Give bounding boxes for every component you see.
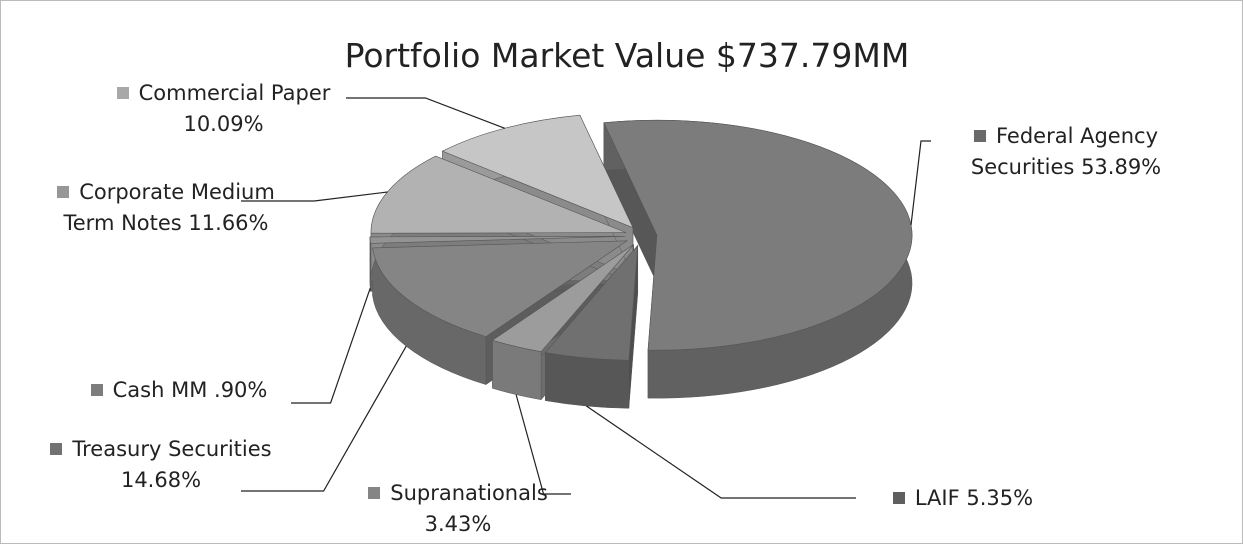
slice [372,240,629,337]
legend-swatch [368,487,381,499]
data-label: Treasury Securities 14.68% [21,434,301,496]
slice [603,119,913,351]
leader-line [515,394,571,495]
legend-swatch [90,384,103,396]
data-label: Commercial Paper 10.09% [86,78,361,140]
label-name: Supranationals [390,481,548,505]
label-name: Commercial Paper [138,81,331,105]
slice-side [545,352,630,409]
label-value: 53.89% [1081,155,1162,179]
data-label: Supranationals 3.43% [343,478,573,540]
leader-line [910,140,931,226]
slice [370,155,627,234]
leader-line [241,191,388,202]
label-value: 14.68% [120,468,202,492]
data-label: Cash MM .90% [49,375,309,406]
label-value: 3.43% [424,512,492,536]
data-label: LAIF 5.35% [863,483,1063,514]
data-label: Corporate Medium Term Notes 11.66% [56,177,276,239]
label-name: Treasury Securities [72,437,272,461]
data-label: Federal Agency Securities 53.89% [941,121,1191,183]
chart-title: Portfolio Market Value $737.79MM [345,36,910,75]
slice [369,236,626,244]
label-value: .90% [214,378,268,402]
slice [491,244,634,353]
legend-swatch [892,492,905,504]
legend-swatch [116,87,129,99]
label-value: 11.66% [188,211,269,235]
label-name: Corporate Medium Term Notes [63,180,275,235]
legend-swatch [57,186,70,198]
slice [441,114,634,229]
legend-swatch [50,443,63,455]
label-name: Cash MM [112,378,208,402]
legend-swatch [973,130,986,142]
label-name: LAIF [914,486,960,510]
label-value: 10.09% [183,112,264,136]
slice [544,244,639,361]
label-name: Federal Agency Securities [970,124,1158,179]
leader-line [291,288,371,404]
leader-line [346,97,506,129]
slice-side [369,236,371,292]
leader-line [241,345,407,492]
label-value: 5.35% [966,486,1034,510]
leader-line [586,405,856,499]
